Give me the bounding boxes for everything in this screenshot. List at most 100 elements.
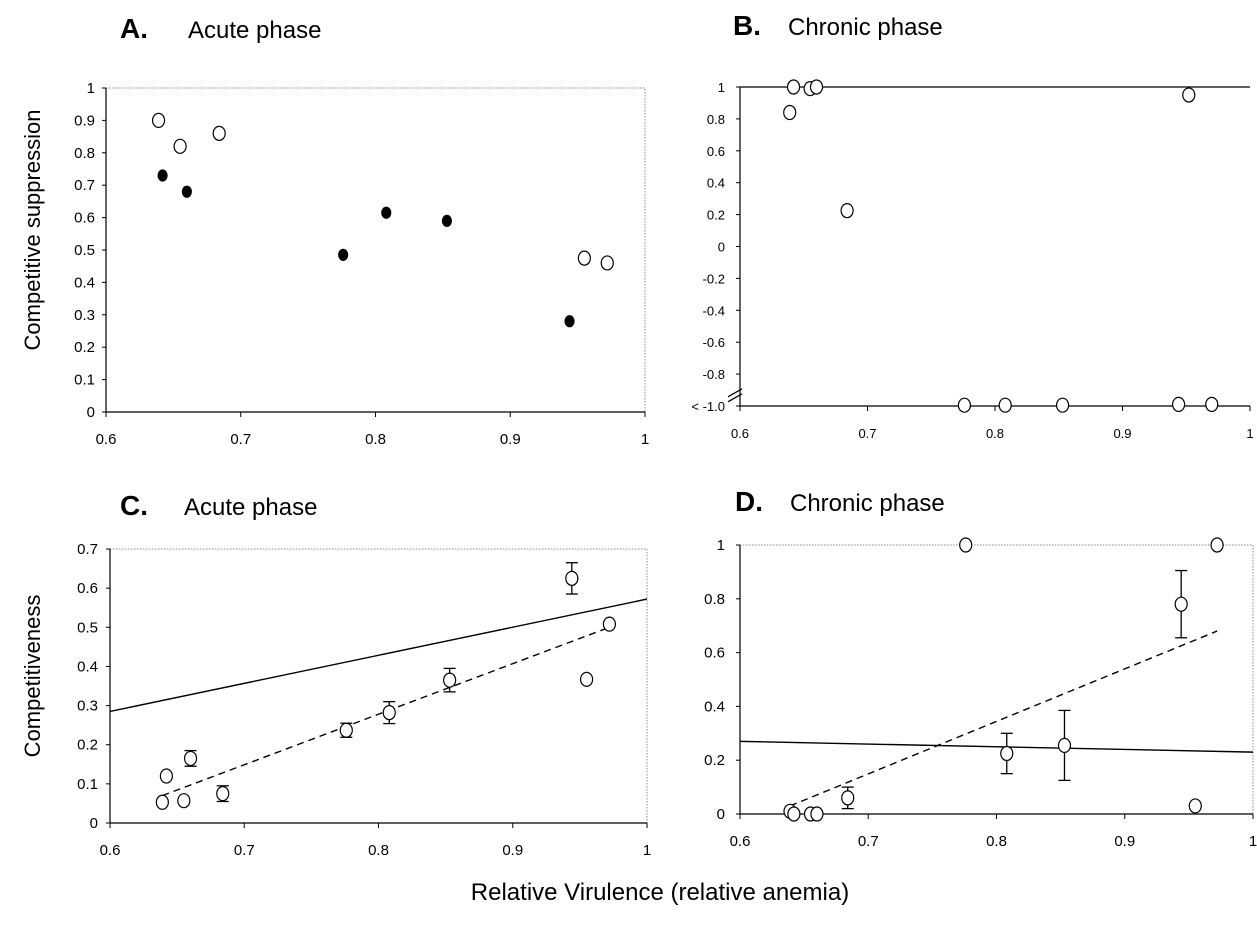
x-tick-label: 0.7 xyxy=(858,426,876,441)
data-point-open xyxy=(1055,397,1070,413)
panel-a-letter: A. xyxy=(120,13,148,44)
plot-area-border xyxy=(105,87,646,413)
y-tick-label: 0.6 xyxy=(77,580,98,597)
panel-c-ylabel: Competitiveness xyxy=(20,595,45,758)
data-point-open xyxy=(783,104,797,121)
y-tick-label: 0.4 xyxy=(77,658,98,675)
data-point-open xyxy=(1210,537,1224,553)
data-point-open xyxy=(1000,745,1014,762)
data-point-open xyxy=(382,705,396,721)
panel-c-letter: C. xyxy=(120,490,148,521)
y-tick-label: 0.1 xyxy=(77,776,98,793)
data-point-open xyxy=(1171,396,1186,413)
data-point-open xyxy=(159,768,173,784)
data-point-open xyxy=(183,750,198,767)
data-point-open xyxy=(1188,798,1202,814)
y-tick-label: 0.2 xyxy=(707,208,725,223)
panel-d-title: Chronic phase xyxy=(790,490,945,517)
y-tick-label: 0.3 xyxy=(74,307,95,324)
x-tick-label: 0.6 xyxy=(100,842,121,859)
panel-b-letter: B. xyxy=(733,10,761,41)
data-point-open xyxy=(840,203,854,219)
x-tick-label: 0.6 xyxy=(96,431,117,448)
plot-area-border xyxy=(109,548,648,824)
data-point-open xyxy=(339,722,353,738)
data-point-filled xyxy=(381,206,392,219)
y-tick-label: 1 xyxy=(718,80,725,95)
y-tick-label: 0.6 xyxy=(704,645,725,662)
y-tick-label: 0.8 xyxy=(74,145,95,162)
data-point-open xyxy=(957,397,972,413)
y-tick-label: 0.7 xyxy=(77,541,98,558)
data-point-open xyxy=(1174,596,1188,612)
data-point-open xyxy=(1182,87,1196,103)
data-point-open xyxy=(959,537,973,553)
panel-c-title: Acute phase xyxy=(184,494,317,521)
data-point-filled xyxy=(441,214,453,227)
y-tick-label: 0.2 xyxy=(74,339,95,356)
x-tick-label: 0.8 xyxy=(368,842,389,859)
y-tick-label: 0.4 xyxy=(707,176,725,191)
data-point-open xyxy=(155,794,169,810)
x-tick-label: 1 xyxy=(641,431,649,448)
axis-break-mark xyxy=(727,388,743,398)
data-point-open xyxy=(1057,737,1072,754)
x-tick-label: 0.8 xyxy=(986,833,1007,850)
x-tick-label: 0.8 xyxy=(365,431,386,448)
y-tick-label: 0.2 xyxy=(77,737,98,754)
panel-a-title: Acute phase xyxy=(188,17,321,44)
data-point-filled xyxy=(564,315,575,328)
y-tick-label: 0.1 xyxy=(74,372,95,389)
data-point-open xyxy=(443,672,457,688)
data-point-open xyxy=(151,112,166,129)
y-tick-label: 0.5 xyxy=(74,242,95,259)
y-tick-label: -0.2 xyxy=(703,271,725,286)
data-point-open xyxy=(787,806,801,822)
x-tick-label: 0.7 xyxy=(858,833,879,850)
y-tick-label: < -1.0 xyxy=(691,399,725,414)
data-point-open xyxy=(1205,396,1219,413)
y-tick-label: 0.6 xyxy=(707,144,725,159)
y-tick-label: -0.8 xyxy=(703,367,725,382)
y-tick-label: -0.4 xyxy=(703,303,725,318)
x-tick-label: 0.9 xyxy=(1114,833,1135,850)
data-point-open xyxy=(786,79,801,95)
data-point-open xyxy=(579,671,594,687)
x-tick-label: 0.9 xyxy=(500,431,521,448)
data-point-open xyxy=(177,793,191,809)
y-tick-label: 0 xyxy=(717,806,725,823)
panel-b: B. Chronic phase < -1.0 -0.8 -0.6 -0.4 -0.2 0… xyxy=(691,10,1253,441)
data-point-open xyxy=(577,250,591,266)
y-tick-label: 0 xyxy=(90,815,98,832)
y-tick-label: 0.4 xyxy=(74,274,95,291)
x-tick-label: 1 xyxy=(643,842,651,859)
x-tick-label: 0.9 xyxy=(502,842,523,859)
data-point-open xyxy=(810,806,824,822)
data-point-open xyxy=(602,616,617,632)
panel-b-title: Chronic phase xyxy=(788,14,943,41)
y-tick-label: 1 xyxy=(717,537,725,554)
y-tick-label: -0.6 xyxy=(703,335,725,350)
y-tick-label: 0.9 xyxy=(74,112,95,129)
solid-fit-line xyxy=(739,740,1254,753)
panel-c: C. Acute phase Competitiveness 0 0.1 0.2 0.… xyxy=(20,490,651,859)
panel-a: A. Acute phase Competitive suppression 0… xyxy=(20,13,649,448)
x-tick-label: 0.7 xyxy=(230,431,251,448)
panel-a-ylabel: Competitive suppression xyxy=(20,110,45,351)
x-tick-label: 1 xyxy=(1246,426,1253,441)
y-tick-label: 1 xyxy=(87,80,95,97)
y-tick-label: 0.6 xyxy=(74,210,95,227)
y-tick-label: 0.8 xyxy=(707,112,725,127)
x-tick-label: 0.9 xyxy=(1113,426,1131,441)
dashed-fit-line xyxy=(162,626,610,797)
data-point-open xyxy=(809,79,824,95)
axis-break-mark xyxy=(727,393,743,403)
data-point-open xyxy=(173,138,187,154)
plot-area-border xyxy=(739,544,1254,815)
shared-x-axis-label: Relative Virulence (relative anemia) xyxy=(471,879,849,906)
data-point-open xyxy=(841,790,855,806)
y-tick-label: 0 xyxy=(87,404,95,421)
x-tick-label: 0.6 xyxy=(730,833,751,850)
x-tick-label: 1 xyxy=(1249,833,1257,850)
